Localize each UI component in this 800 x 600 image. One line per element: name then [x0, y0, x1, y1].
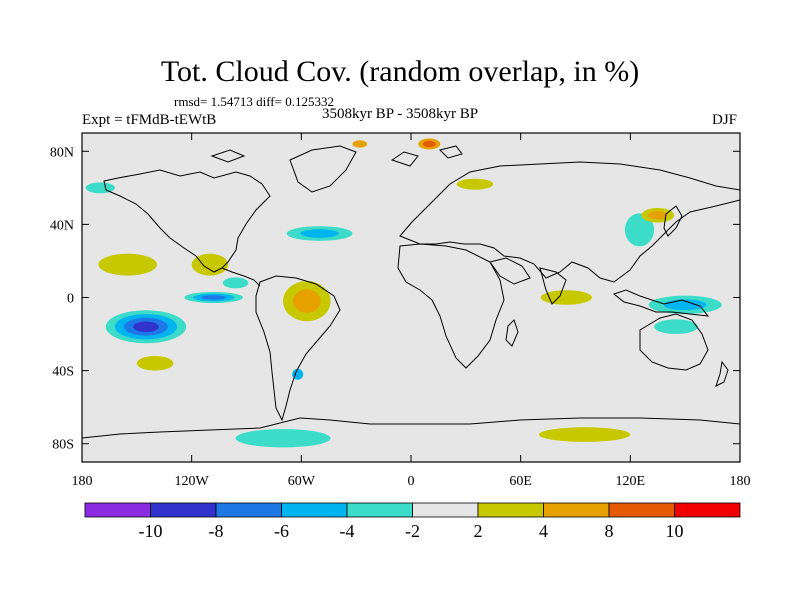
colorbar-swatch	[477, 502, 544, 518]
colorbar-swatch	[412, 502, 479, 518]
coastline-south-america	[255, 275, 341, 422]
coastline-new-zealand	[715, 360, 729, 387]
coastline-arctic-islands	[210, 145, 463, 167]
season-label: DJF	[712, 112, 738, 128]
anomaly-warm-pool-low	[648, 295, 722, 314]
stats-label: rmsd= 1.54713 diff= 0.125332	[174, 94, 334, 109]
coastline-india	[539, 267, 567, 305]
colorbar-label: 2	[474, 521, 483, 541]
coastline-eurasia	[399, 161, 740, 283]
y-tick-label: 0	[67, 292, 74, 307]
coastline-arabia	[489, 257, 531, 285]
x-tick-label: 120W	[175, 474, 210, 489]
anomaly-level	[654, 319, 698, 335]
anomaly-amazon-high	[283, 281, 331, 322]
y-tick-label: 40N	[50, 218, 74, 233]
colorbar-swatch	[608, 502, 675, 518]
period-label: 3508kyr BP - 3508kyr BP	[321, 106, 479, 122]
anomaly-siberia-high	[456, 178, 494, 190]
anomaly-level	[222, 277, 249, 289]
x-tick-label: 60E	[509, 474, 532, 489]
coastline-africa	[397, 243, 505, 369]
x-tick-label: 60W	[288, 474, 316, 489]
anomaly-kuroshio-high	[641, 207, 675, 223]
anomaly-south-pacific-high	[136, 355, 174, 371]
anomaly-level	[235, 429, 331, 448]
anomaly-east-asia-low	[624, 213, 655, 247]
anomaly-level	[538, 427, 631, 442]
experiment-label: Expt = tFMdB-tEWtB	[82, 112, 217, 128]
colorbar-label: -10	[139, 521, 163, 541]
colorbar-swatch	[543, 502, 610, 518]
coastline-japan	[663, 205, 683, 237]
coastline-central-america	[221, 267, 261, 287]
y-tick-label: 40S	[52, 365, 74, 380]
anomaly-pacific-high	[98, 253, 157, 276]
anomaly-north-atlantic-low	[286, 226, 353, 241]
anomaly-southern-ocean-low	[235, 429, 331, 448]
y-tick-label: 80S	[52, 438, 74, 453]
anomaly-east-pacific-low	[184, 292, 243, 303]
anomaly-level	[624, 213, 655, 247]
anomaly-level	[136, 355, 174, 371]
coastline-north-america	[103, 169, 271, 273]
colorbar-label: -8	[209, 521, 224, 541]
anomaly-gulf-low	[222, 277, 249, 289]
x-tick-label: 0	[408, 474, 415, 489]
anomaly-layer	[85, 138, 722, 448]
map-background	[82, 133, 740, 462]
x-tick-label: 180	[72, 474, 93, 489]
colorbar-label: -2	[405, 521, 420, 541]
anomaly-level	[648, 210, 668, 220]
colorbar-label: 10	[666, 521, 684, 541]
colorbar-swatch	[281, 502, 348, 518]
y-tick-label: 80N	[50, 145, 74, 160]
colorbar-label: 4	[539, 521, 548, 541]
colorbar-swatch	[150, 502, 217, 518]
anomaly-level	[456, 178, 494, 190]
anomaly-arctic-high-2	[352, 140, 368, 148]
coastline-madagascar	[505, 319, 519, 347]
colorbar-swatch	[84, 502, 151, 518]
coastline-greenland	[289, 145, 357, 193]
anomaly-level	[422, 140, 436, 148]
colorbar-label: 8	[605, 521, 614, 541]
anomaly-level	[201, 295, 226, 300]
colorbar-label: -6	[274, 521, 289, 541]
anomaly-level	[191, 253, 229, 276]
anomaly-indian-high	[540, 290, 592, 305]
colorbar-label: -4	[340, 521, 355, 541]
anomaly-level	[540, 290, 592, 305]
anomaly-atlantic-high	[191, 253, 229, 276]
coastline-layer	[82, 145, 740, 439]
axis-ticks: 180 120W 60W 0 60E 120E 180 80N 40N 0 40S 80S	[50, 133, 751, 489]
colorbar-swatch	[215, 502, 282, 518]
anomaly-arctic-high	[418, 138, 441, 150]
anomaly-australia-low	[654, 319, 698, 335]
colorbar-swatch	[674, 502, 741, 518]
anomaly-level	[300, 229, 339, 238]
anomaly-south-america-low	[292, 368, 304, 380]
colorbar-swatch	[346, 502, 413, 518]
anomaly-south-pacific-low	[105, 310, 187, 344]
x-tick-label: 120E	[616, 474, 646, 489]
anomaly-level	[98, 253, 157, 276]
anomaly-southern-ocean-high	[538, 427, 631, 442]
coastline-maritime-continent	[612, 289, 710, 317]
anomaly-level	[133, 321, 159, 332]
x-tick-label: 180	[730, 474, 751, 489]
colorbar: -10 -8 -6 -4 -2 2 4 8 10	[84, 502, 741, 541]
chart-title: Tot. Cloud Cov. (random overlap, in %)	[160, 55, 640, 88]
coastline-australia	[639, 313, 709, 371]
coastline-antarctica	[82, 417, 740, 439]
anomaly-level	[352, 140, 368, 148]
anomaly-level	[292, 289, 321, 313]
anomaly-level	[292, 368, 304, 380]
